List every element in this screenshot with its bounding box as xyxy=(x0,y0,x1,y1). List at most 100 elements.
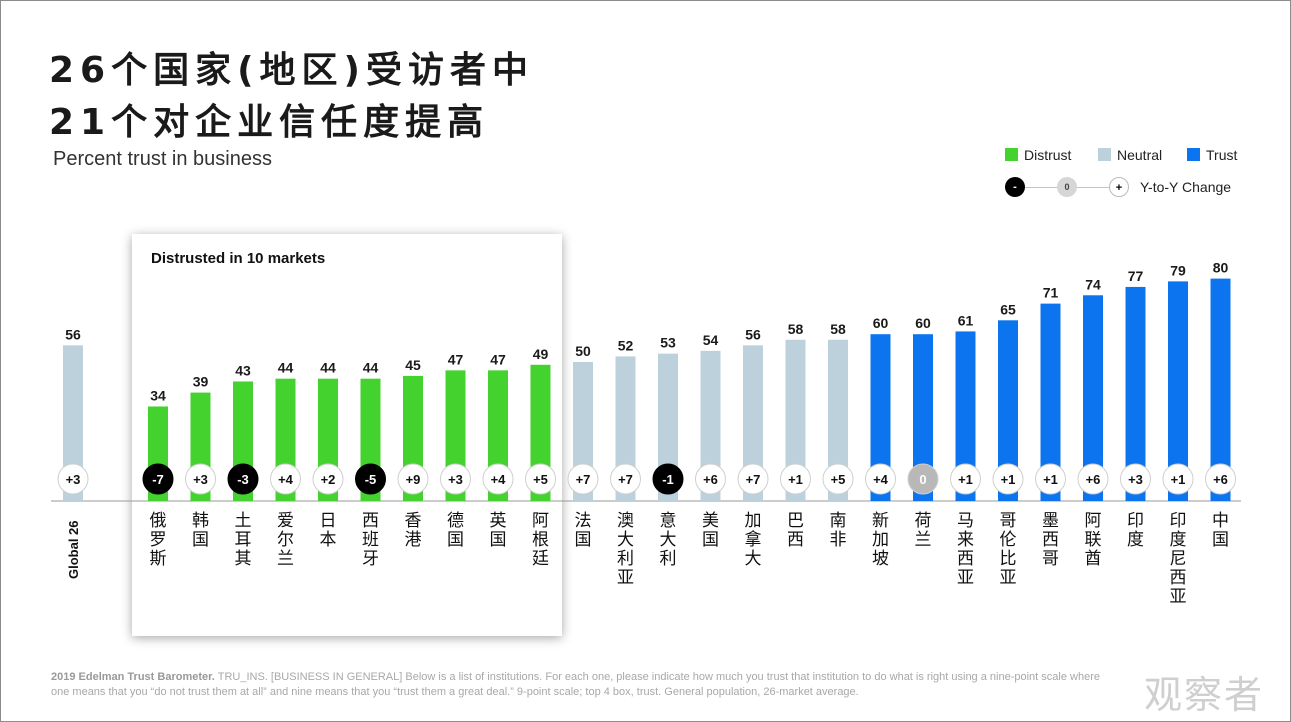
category-label-7-char-2: 班 xyxy=(362,530,379,550)
bar-value-label-20: 60 xyxy=(915,315,931,331)
legend-swatch-neutral xyxy=(1098,148,1111,161)
change-circle-19 xyxy=(865,463,896,495)
bar-17 xyxy=(785,339,806,501)
change-circle-9 xyxy=(440,463,471,495)
category-label-26-char-2: 度 xyxy=(1170,530,1187,550)
change-label-27: +6 xyxy=(1213,472,1228,487)
category-label-4-char-1: 土 xyxy=(235,511,252,531)
category-label-19-char-2: 加 xyxy=(872,530,889,550)
category-label-16-char-2: 拿 xyxy=(745,529,762,550)
category-label-12-char-1: 法 xyxy=(575,511,592,531)
change-circle-13 xyxy=(610,463,641,495)
footnote-text: TRU_INS. [BUSINESS IN GENERAL] Below is … xyxy=(51,671,1100,698)
change-circle-24 xyxy=(1077,463,1109,495)
category-label-3-char-1: 韩 xyxy=(192,511,209,531)
change-circle-7 xyxy=(355,463,386,495)
change-label-2: -7 xyxy=(152,472,164,487)
legend-label-distrust: Distrust xyxy=(1024,147,1072,163)
bar-value-label-18: 58 xyxy=(830,321,846,337)
bar-value-label-16: 56 xyxy=(745,326,761,342)
change-circle-8 xyxy=(397,463,429,495)
bar-value-label-2: 34 xyxy=(150,387,166,403)
category-label-14-char-3: 利 xyxy=(660,549,677,569)
category-label-27-char-2: 国 xyxy=(1212,530,1229,550)
bar-1 xyxy=(63,345,83,501)
category-label-4-char-2: 耳 xyxy=(235,530,252,550)
category-label-27-char-1: 中 xyxy=(1212,511,1229,531)
category-label-24-char-2: 联 xyxy=(1085,530,1102,550)
category-label-18-char-1: 南 xyxy=(830,511,847,531)
change-label-20: 0 xyxy=(919,472,926,487)
change-label-13: +7 xyxy=(618,472,633,487)
bar-value-label-19: 60 xyxy=(873,315,889,331)
category-label-21-char-1: 马 xyxy=(957,511,974,531)
change-label-11: +5 xyxy=(533,472,548,487)
category-label-1: Global 26 xyxy=(66,520,81,579)
change-label-5: +4 xyxy=(278,472,294,487)
category-label-12-char-2: 国 xyxy=(575,530,592,550)
change-circle-2 xyxy=(142,463,174,495)
category-label-23-char-3: 哥 xyxy=(1042,549,1059,569)
category-label-9-char-1: 德 xyxy=(447,511,464,531)
change-label-18: +5 xyxy=(831,472,846,487)
bar-14 xyxy=(658,353,678,501)
category-label-11-char-1: 阿 xyxy=(532,511,549,531)
category-label-18-char-2: 非 xyxy=(830,530,847,550)
change-label-12: +7 xyxy=(576,472,591,487)
category-label-20-char-2: 兰 xyxy=(915,530,932,550)
bar-value-label-27: 80 xyxy=(1213,260,1229,276)
change-label-21: +1 xyxy=(958,472,973,487)
change-circle-6 xyxy=(312,463,344,495)
change-label-22: +1 xyxy=(1001,472,1016,487)
category-label-3-char-2: 国 xyxy=(192,530,209,550)
change-label-4: -3 xyxy=(237,472,249,487)
bar-21 xyxy=(955,331,976,501)
category-label-25-char-2: 度 xyxy=(1127,530,1144,550)
change-label-9: +3 xyxy=(448,472,463,487)
category-label-22-char-2: 伦 xyxy=(1000,530,1017,550)
category-label-10-char-2: 国 xyxy=(490,530,507,550)
change-circle-21 xyxy=(950,463,981,495)
chart-subtitle: Percent trust in business xyxy=(53,148,272,170)
change-circle-26 xyxy=(1162,463,1194,495)
legend-change-positive: + xyxy=(1109,177,1129,197)
category-label-5-char-2: 尔 xyxy=(277,530,294,550)
change-label-1: +3 xyxy=(66,472,81,487)
change-circle-27 xyxy=(1205,463,1236,495)
change-circle-14 xyxy=(652,463,684,495)
bar-value-label-4: 43 xyxy=(235,362,251,378)
legend-swatch-distrust xyxy=(1005,148,1018,161)
category-label-26-char-1: 印 xyxy=(1170,511,1187,531)
category-label-16-char-3: 大 xyxy=(745,549,762,569)
category-label-22-char-1: 哥 xyxy=(1000,511,1017,531)
change-circle-10 xyxy=(482,463,514,495)
bar-value-label-15: 54 xyxy=(703,332,719,348)
change-circle-4 xyxy=(227,463,259,495)
change-label-14: -1 xyxy=(662,472,674,487)
category-label-16-char-1: 加 xyxy=(745,511,762,531)
category-label-21-char-2: 来 xyxy=(957,530,974,550)
category-label-21-char-4: 亚 xyxy=(957,568,974,588)
category-label-17-char-1: 巴 xyxy=(787,511,804,531)
change-circle-20 xyxy=(907,463,939,495)
category-label-8-char-1: 香 xyxy=(405,511,422,531)
change-circle-3 xyxy=(185,463,216,495)
bar-15 xyxy=(700,350,721,501)
change-circle-1 xyxy=(57,463,89,495)
bar-16 xyxy=(743,345,763,501)
bar-value-label-7: 44 xyxy=(363,360,379,376)
bar-value-label-14: 53 xyxy=(660,335,676,351)
change-label-19: +4 xyxy=(873,472,889,487)
bar-19 xyxy=(870,334,891,501)
bar-24 xyxy=(1083,295,1103,501)
bar-value-label-23: 71 xyxy=(1043,285,1059,301)
category-label-11-char-2: 根 xyxy=(532,530,549,550)
bar-value-label-25: 77 xyxy=(1128,268,1144,284)
bar-value-label-11: 49 xyxy=(533,346,549,362)
category-label-4-char-3: 其 xyxy=(235,549,252,569)
legend-item-trust: Trust xyxy=(1187,147,1237,163)
bar-value-label-22: 65 xyxy=(1000,301,1016,317)
legend-label-trust: Trust xyxy=(1206,147,1238,163)
category-label-19-char-3: 坡 xyxy=(872,549,889,569)
